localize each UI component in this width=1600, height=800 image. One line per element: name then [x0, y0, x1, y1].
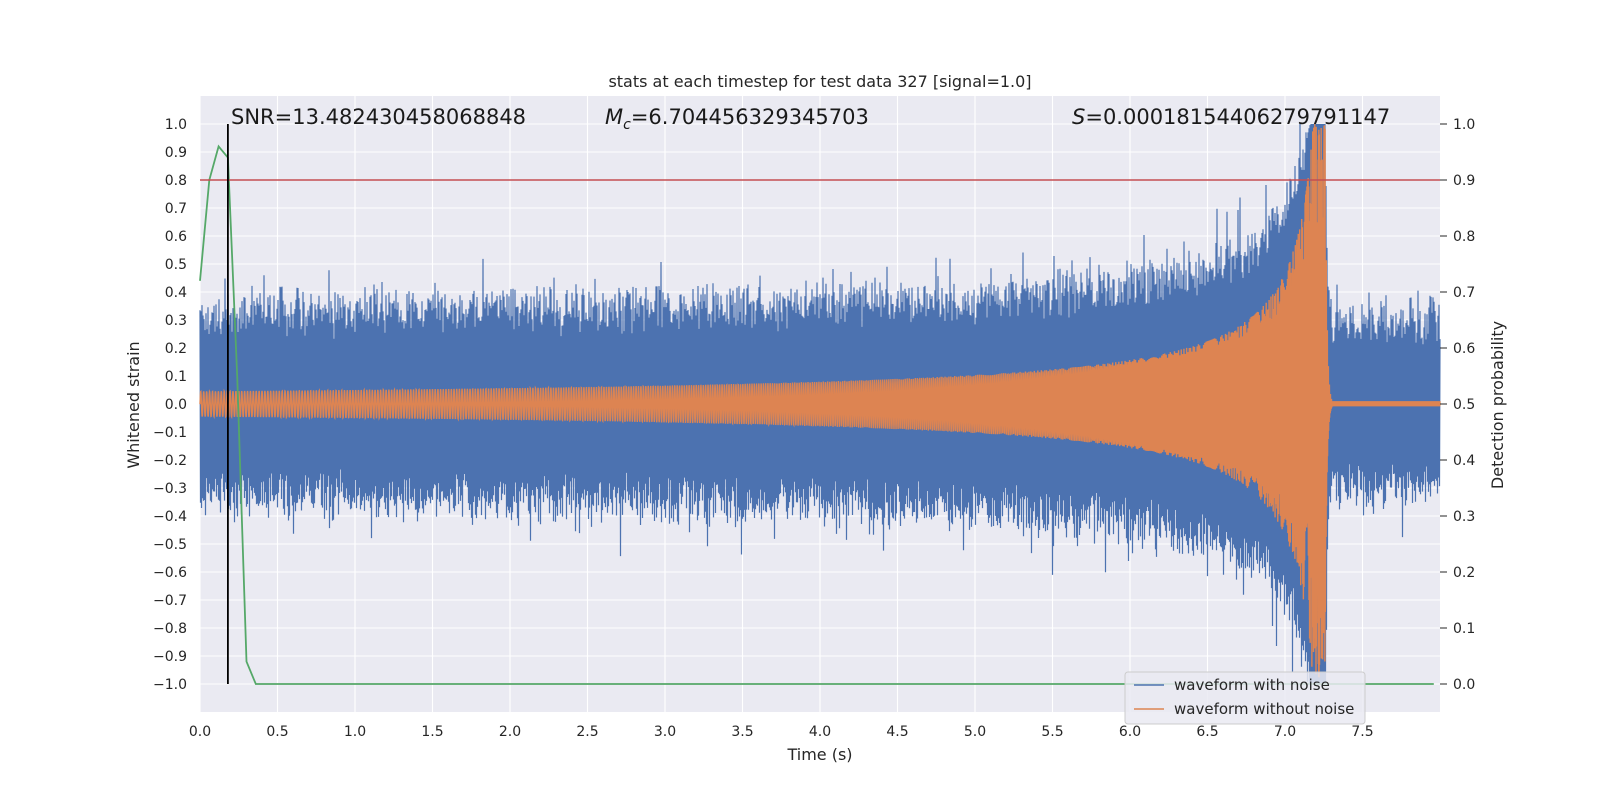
x-tick-label: 5.0 — [964, 724, 986, 740]
x-axis-label: Time (s) — [786, 745, 852, 764]
y-right-tick-label: 0.0 — [1453, 677, 1475, 693]
y-right-tick-label: 0.2 — [1453, 565, 1475, 581]
y-right-tick-label: 0.7 — [1453, 285, 1475, 301]
y-left-tick-label: 0.9 — [165, 145, 187, 161]
y-right-tick-label: 0.6 — [1453, 341, 1475, 357]
x-axis-ticks: 0.0 0.5 1.0 1.5 2.0 2.5 3.0 3.5 4.0 4.5 5.0 5.5 6.0 6… — [189, 724, 1374, 740]
series-detection-probability — [199, 144, 1434, 685]
x-tick-label: 2.5 — [576, 724, 598, 740]
y-right-tick-label: 0.5 — [1453, 397, 1475, 413]
y-left-tick-label: −1.0 — [153, 677, 187, 693]
y-left-axis-label: Whitened strain — [124, 341, 143, 468]
legend-box — [1124, 671, 1366, 725]
y-right-tick-label: 0.9 — [1453, 173, 1475, 189]
x-tick-label: 4.5 — [886, 724, 908, 740]
y-left-tick-label: 0.7 — [165, 201, 187, 217]
detection-probability-line — [199, 144, 1434, 685]
y-left-tick-label: −0.8 — [153, 621, 187, 637]
x-tick-label: 3.5 — [731, 724, 753, 740]
x-tick-label: 7.0 — [1274, 724, 1296, 740]
y-left-axis-ticks: 1.0 0.9 0.8 0.7 0.6 0.5 0.4 0.3 0.2 0.1 0.0 −0.1 −0.… — [153, 117, 187, 693]
legend: waveform with noise waveform without noi… — [1124, 671, 1366, 725]
y-left-tick-label: 1.0 — [165, 117, 187, 133]
y-left-tick-label: −0.9 — [153, 649, 187, 665]
waveform-without-noise-line — [199, 124, 1441, 678]
y-right-tick-label: 0.1 — [1453, 621, 1475, 637]
y-left-tick-label: 0.0 — [165, 397, 187, 413]
x-tick-label: 4.0 — [809, 724, 831, 740]
reference-lines — [200, 124, 1440, 684]
x-tick-label: 6.0 — [1119, 724, 1141, 740]
chart-title: stats at each timestep for test data 327… — [608, 72, 1031, 91]
y-right-tick-label: 1.0 — [1453, 117, 1475, 133]
x-tick-label: 6.5 — [1196, 724, 1218, 740]
x-tick-label: 1.5 — [421, 724, 443, 740]
chirp-mass-annotation: Mc=6.704456329345703 — [605, 105, 869, 133]
y-left-tick-label: −0.7 — [153, 593, 187, 609]
s-annotation: S=0.00018154406279791147 — [1072, 105, 1390, 129]
y-left-tick-label: 0.3 — [165, 313, 187, 329]
legend-label-clean: waveform without noise — [1174, 700, 1354, 718]
y-left-tick-label: 0.1 — [165, 369, 187, 385]
y-left-tick-label: 0.4 — [165, 285, 187, 301]
y-right-tick-label: 0.4 — [1453, 453, 1475, 469]
y-left-tick-label: 0.2 — [165, 341, 187, 357]
s-value: =0.00018154406279791147 — [1085, 105, 1390, 129]
y-left-tick-label: 0.8 — [165, 173, 187, 189]
x-tick-label: 7.5 — [1351, 724, 1373, 740]
y-left-tick-label: −0.2 — [153, 453, 187, 469]
y-left-tick-label: −0.6 — [153, 565, 187, 581]
x-tick-label: 2.0 — [499, 724, 521, 740]
y-left-tick-label: −0.4 — [153, 509, 187, 525]
y-left-tick-label: −0.1 — [153, 425, 187, 441]
y-right-tick-label: 0.8 — [1453, 229, 1475, 245]
x-tick-label: 1.0 — [344, 724, 366, 740]
legend-label-noise: waveform with noise — [1174, 676, 1330, 694]
y-right-axis-ticks: 1.0 0.9 0.8 0.7 0.6 0.5 0.4 0.3 0.2 0.1 0.0 — [1440, 117, 1475, 693]
mc-value: =6.704456329345703 — [631, 105, 869, 129]
y-left-tick-label: 0.6 — [165, 229, 187, 245]
y-right-axis-label: Detection probability — [1488, 321, 1507, 489]
snr-annotation: SNR=13.482430458068848 — [231, 105, 526, 129]
series-waveform-without-noise — [199, 124, 1441, 678]
x-tick-label: 0.0 — [189, 724, 211, 740]
mc-symbol: M — [605, 105, 623, 129]
y-left-tick-label: −0.5 — [153, 537, 187, 553]
x-tick-label: 5.5 — [1041, 724, 1063, 740]
mc-subscript: c — [623, 117, 631, 133]
x-tick-label: 0.5 — [266, 724, 288, 740]
y-right-tick-label: 0.3 — [1453, 509, 1475, 525]
y-left-tick-label: 0.5 — [165, 257, 187, 273]
x-tick-label: 3.0 — [654, 724, 676, 740]
y-left-tick-label: −0.3 — [153, 481, 187, 497]
s-symbol: S — [1072, 105, 1085, 129]
